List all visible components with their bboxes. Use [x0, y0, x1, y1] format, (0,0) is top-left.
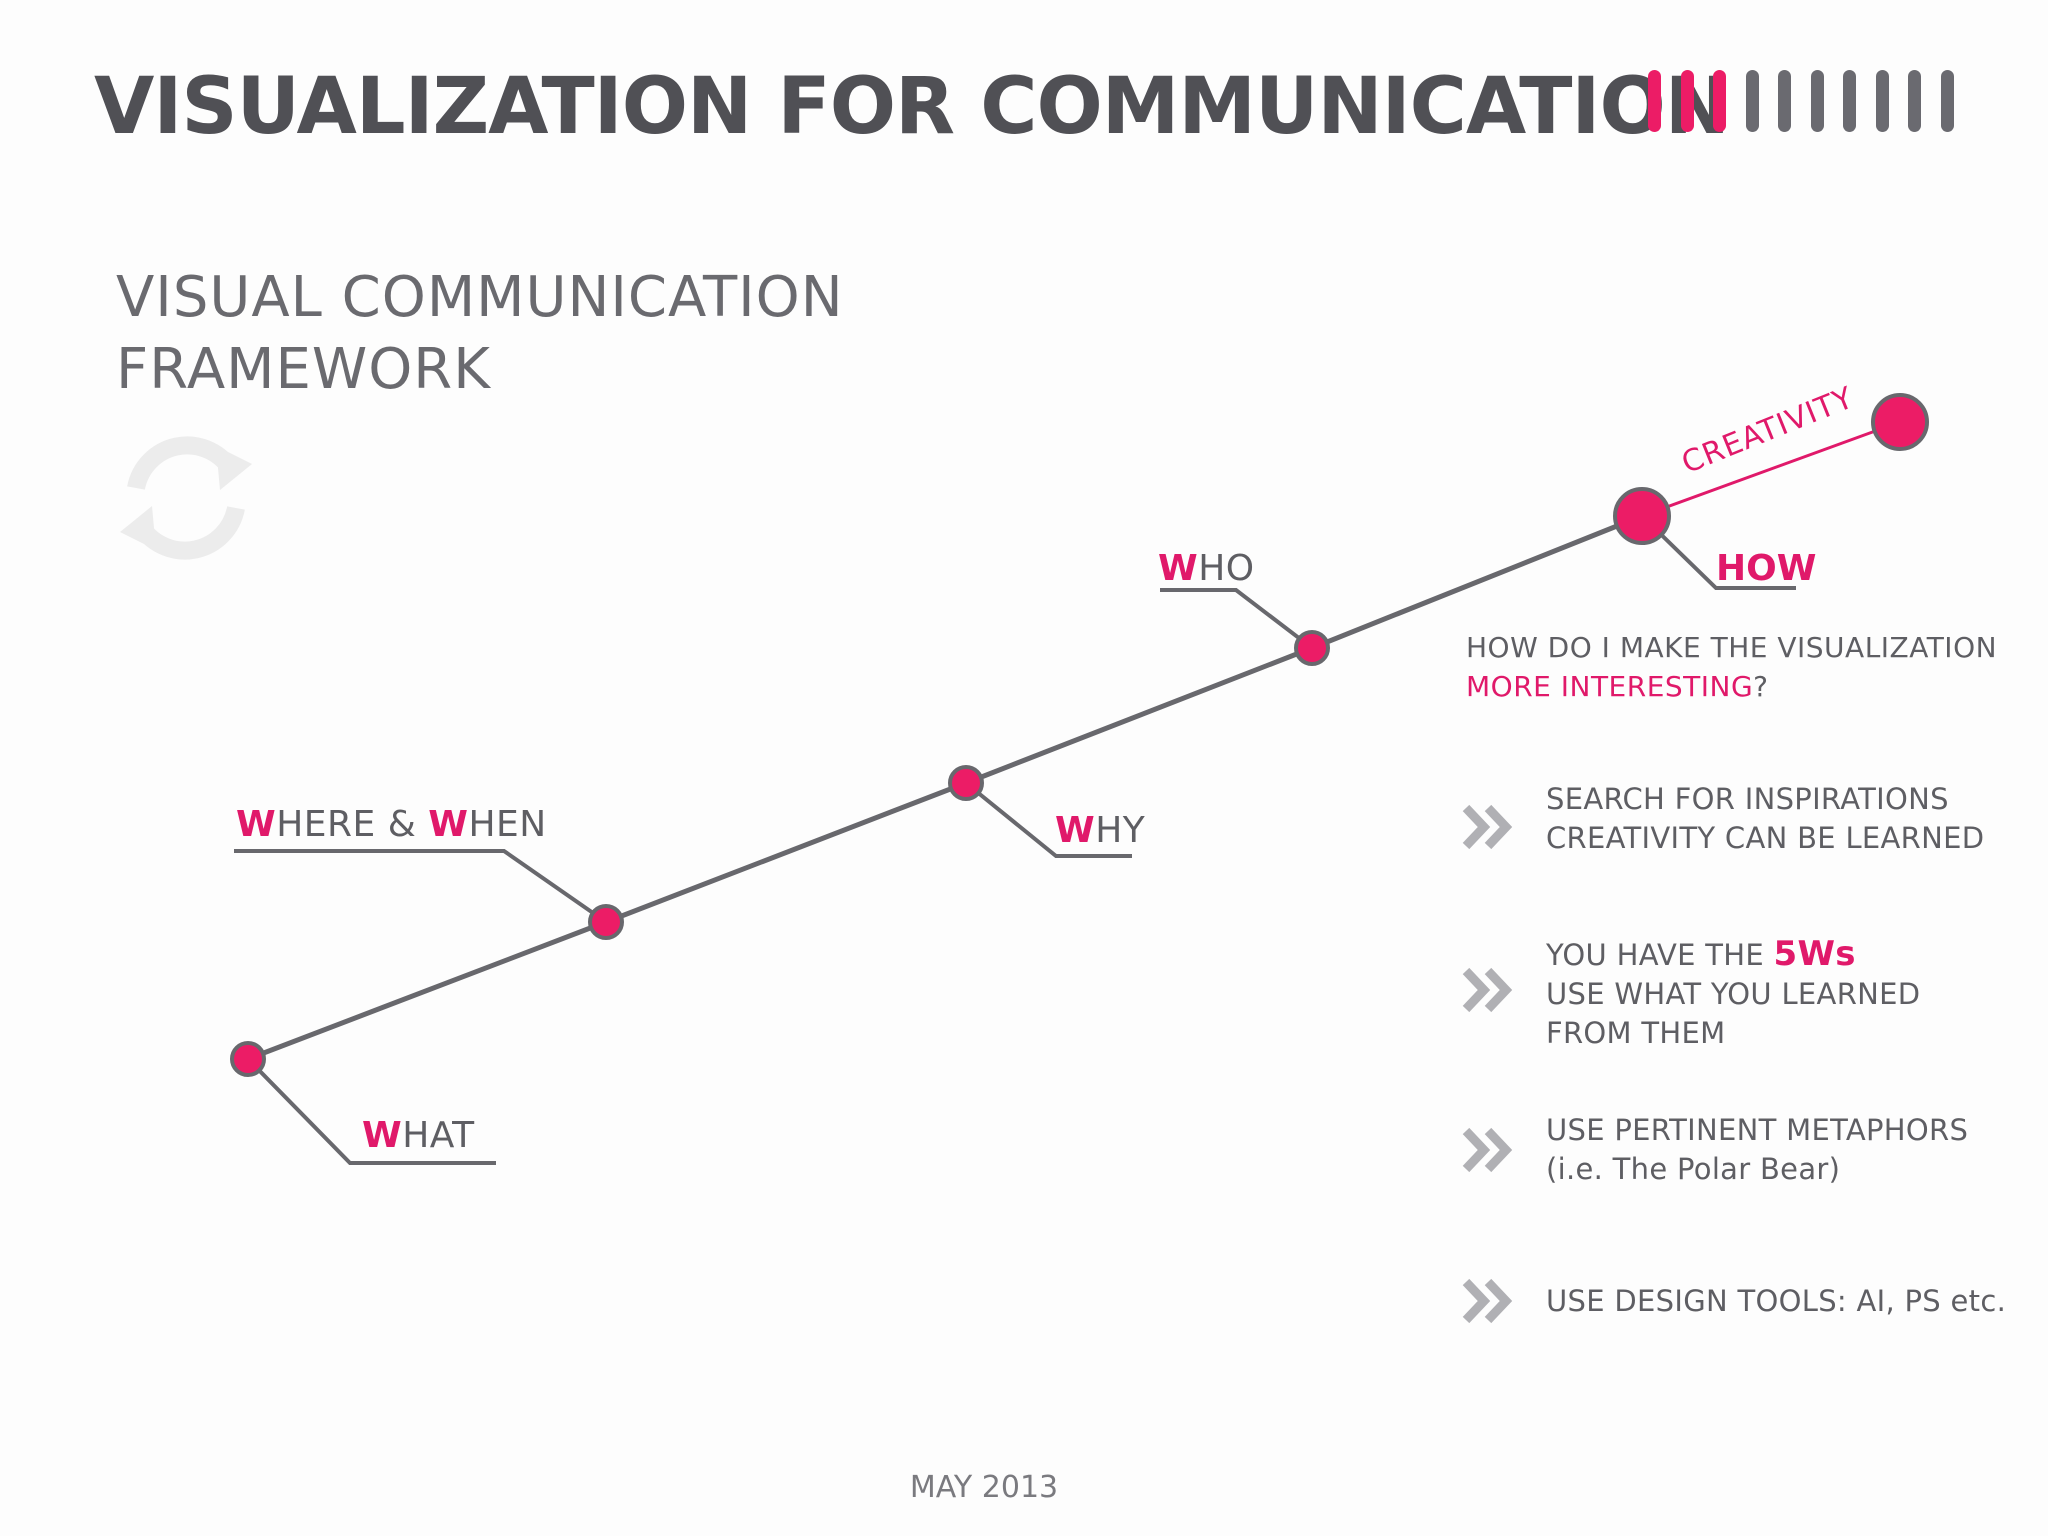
what-label-w: W	[362, 1115, 403, 1156]
where-label-rest: HERE &	[276, 804, 429, 845]
who-node	[1294, 630, 1330, 666]
how-node	[1613, 487, 1671, 545]
why-label-w: W	[1055, 810, 1096, 851]
chevron-double-right-icon	[1462, 1278, 1513, 1324]
how-question: HOW DO I MAKE THE VISUALIZATION MORE INT…	[1466, 628, 1997, 706]
progress-bar-inactive	[1843, 70, 1856, 132]
what-label-rest: HAT	[402, 1115, 475, 1156]
why-node	[948, 765, 984, 801]
subtitle-line-1: VISUAL COMMUNICATION	[116, 265, 844, 330]
where-when-node	[588, 904, 624, 940]
progress-bar-inactive	[1940, 70, 1954, 132]
chevron-double-right-icon	[1462, 1127, 1513, 1173]
progress-bar-inactive	[1875, 70, 1889, 132]
tip-4-line-1: USE DESIGN TOOLS: AI, PS etc.	[1546, 1284, 2007, 1318]
how-label: HOW	[1716, 548, 1817, 589]
who-leader-line	[1160, 588, 1314, 650]
tip-3-line-1: USE PERTINENT METAPHORS	[1546, 1113, 1969, 1147]
subtitle-line-2: FRAMEWORK	[116, 337, 491, 402]
progress-bar-active	[1648, 70, 1661, 132]
creativity-line	[1641, 420, 1901, 518]
how-leader-line	[1640, 514, 1796, 590]
chevron-double-right-icon	[1462, 804, 1513, 850]
slide-title: VISUALIZATION FOR COMMUNICATION	[94, 62, 1730, 152]
what-node	[230, 1041, 266, 1077]
progress-bar-inactive	[1908, 70, 1921, 132]
tip-2-highlight: 5Ws	[1773, 934, 1856, 974]
tip-text: YOU HAVE THE 5Ws USE WHAT YOU LEARNED FR…	[1546, 935, 1920, 1053]
what-leader-line	[246, 1057, 496, 1165]
slide-progress-indicator	[1648, 70, 1954, 132]
what-label: WHAT	[362, 1115, 475, 1156]
why-label: WHY	[1055, 810, 1145, 851]
who-label: WHO	[1158, 548, 1255, 589]
question-highlight: MORE INTERESTING	[1466, 670, 1754, 703]
tip-text: SEARCH FOR INSPIRATIONS CREATIVITY CAN B…	[1546, 780, 1984, 858]
section-subtitle: VISUAL COMMUNICATION FRAMEWORK	[116, 262, 844, 406]
when-label-rest: HEN	[468, 804, 547, 845]
tip-2-line-1: YOU HAVE THE 5Ws	[1546, 935, 1920, 975]
tip-text: USE DESIGN TOOLS: AI, PS etc.	[1546, 1282, 2006, 1321]
where-when-leader-line	[234, 849, 608, 924]
tip-2-prefix: YOU HAVE THE	[1546, 938, 1774, 972]
progress-bar-active	[1713, 70, 1726, 132]
where-label-w: W	[236, 804, 277, 845]
tip-text: USE PERTINENT METAPHORS (i.e. The Polar …	[1546, 1111, 1968, 1189]
tip-2-line-3: FROM THEM	[1546, 1016, 1726, 1050]
footer-date: MAY 2013	[909, 1470, 1059, 1505]
who-label-w: W	[1158, 548, 1199, 589]
tip-3-line-2: (i.e. The Polar Bear)	[1546, 1152, 1841, 1186]
question-line-2: MORE INTERESTING?	[1466, 667, 1997, 706]
tip-1-line-1: SEARCH FOR INSPIRATIONS	[1546, 782, 1949, 816]
tip-2-line-2: USE WHAT YOU LEARNED	[1546, 977, 1921, 1011]
why-label-rest: HY	[1095, 810, 1146, 851]
progress-bar-inactive	[1745, 70, 1759, 132]
progress-bar-inactive	[1778, 70, 1791, 132]
who-label-rest: HO	[1198, 548, 1255, 589]
progress-bar-active	[1680, 70, 1694, 132]
question-line-1: HOW DO I MAKE THE VISUALIZATION	[1466, 631, 1998, 664]
framework-timeline-line	[247, 513, 1643, 1062]
progress-bar-inactive	[1810, 70, 1824, 132]
where-when-label: WHERE & WHEN	[236, 804, 547, 845]
when-label-w: W	[428, 804, 469, 845]
creativity-node	[1871, 393, 1929, 451]
question-end: ?	[1753, 670, 1769, 703]
chevron-double-right-icon	[1462, 967, 1513, 1013]
refresh-icon	[120, 436, 252, 560]
why-leader-line	[964, 781, 1132, 858]
tip-1-line-2: CREATIVITY CAN BE LEARNED	[1546, 821, 1985, 855]
